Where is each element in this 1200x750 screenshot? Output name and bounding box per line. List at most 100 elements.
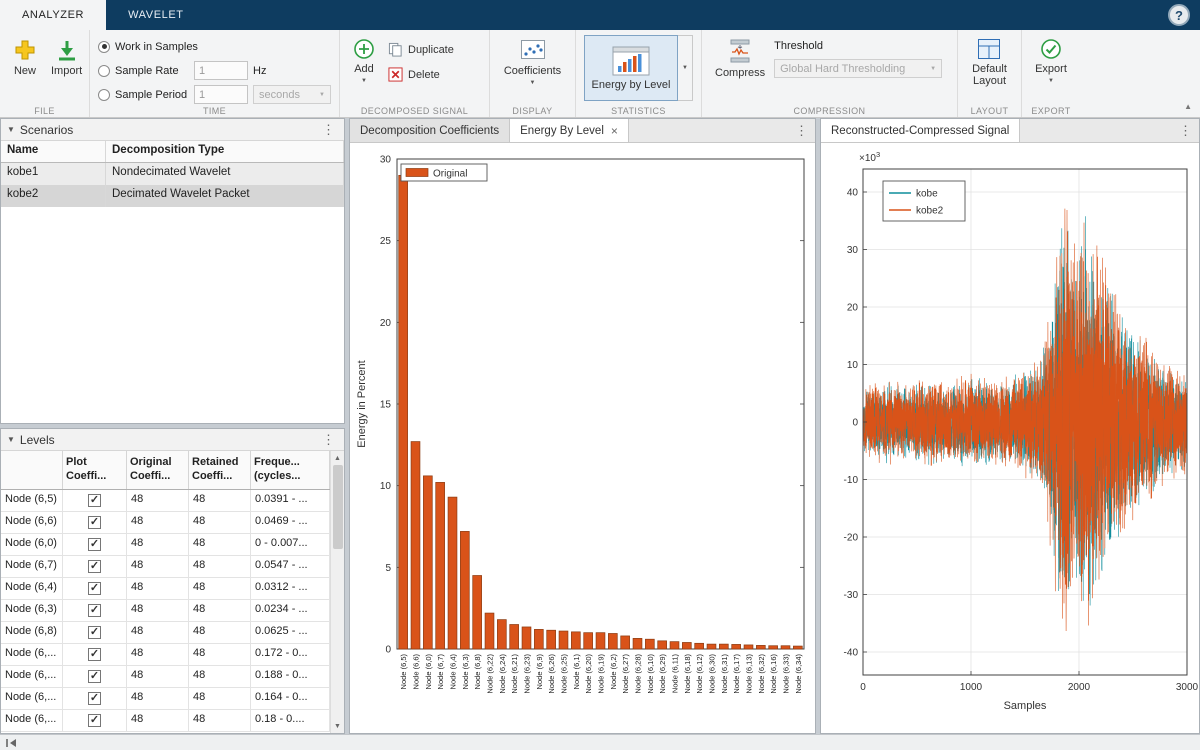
levels-row[interactable]: Node (6,...48480.172 - 0... xyxy=(1,644,330,666)
level-frequency-range: 0.0469 - ... xyxy=(251,512,330,533)
scenarios-panel-header[interactable]: ▼ Scenarios ⋮ xyxy=(1,119,344,141)
radio-sample-rate[interactable]: Sample Rate Hz xyxy=(98,61,331,80)
levels-menu-icon[interactable]: ⋮ xyxy=(319,432,338,448)
section-statistics-label: STATISTICS xyxy=(576,106,701,116)
scenario-row[interactable]: kobe1Nondecimated Wavelet xyxy=(1,163,344,185)
section-decomposed-signal: Add ▼ Duplicate Delete DECOMPOSED SIGNAL xyxy=(340,30,490,117)
collapse-chevron-icon[interactable]: ▼ xyxy=(7,435,15,444)
energy-by-level-button[interactable]: Energy by Level xyxy=(584,35,678,101)
statistics-gallery-dropdown[interactable]: ▼ xyxy=(678,35,693,101)
plot-coefficients-checkbox[interactable] xyxy=(88,538,101,551)
add-button[interactable]: Add ▼ xyxy=(348,35,380,87)
close-tab-icon[interactable]: × xyxy=(611,124,618,138)
duplicate-button[interactable]: Duplicate xyxy=(384,40,458,59)
radio-sample-period[interactable]: Sample Period seconds ▼ xyxy=(98,85,331,104)
chevron-down-icon: ▼ xyxy=(361,78,367,84)
levels-row[interactable]: Node (6,...48480.18 - 0.... xyxy=(1,710,330,732)
level-frequency-range: 0.0312 - ... xyxy=(251,578,330,599)
import-button[interactable]: Import xyxy=(46,35,87,80)
sample-period-unit-select[interactable]: seconds ▼ xyxy=(253,85,331,104)
statusbar-collapse-icon[interactable] xyxy=(5,738,18,748)
default-layout-label-line1: Default xyxy=(972,63,1007,75)
level-node-label: Node (6,8) xyxy=(1,622,63,643)
scenarios-menu-icon[interactable]: ⋮ xyxy=(319,122,338,138)
energy-by-level-document-panel: Decomposition CoefficientsEnergy By Leve… xyxy=(349,118,816,734)
level-retained-count: 48 xyxy=(189,556,251,577)
compress-button[interactable]: Compress xyxy=(710,35,770,82)
collapse-chevron-icon[interactable]: ▼ xyxy=(7,125,15,134)
export-check-icon xyxy=(1040,38,1062,60)
default-layout-button[interactable]: Default Layout xyxy=(967,35,1012,90)
levels-row[interactable]: Node (6,7)48480.0547 - ... xyxy=(1,556,330,578)
column-header-decomposition-type[interactable]: Decomposition Type xyxy=(106,141,344,162)
reconstructed-signal-chart[interactable]: 0100020003000-40-30-20-10010203040×103Sa… xyxy=(821,143,1199,733)
svg-text:Node (6,2): Node (6,2) xyxy=(609,654,618,690)
plot-coefficients-checkbox[interactable] xyxy=(88,692,101,705)
help-button[interactable]: ? xyxy=(1168,4,1190,26)
default-layout-label-line2: Layout xyxy=(973,75,1006,87)
levels-panel-header[interactable]: ▼ Levels ⋮ xyxy=(1,429,344,451)
right-doc-tab-0[interactable]: Reconstructed-Compressed Signal xyxy=(821,119,1020,142)
layout-grid-icon xyxy=(977,38,1001,60)
coefficients-button[interactable]: Coefficients ▼ xyxy=(499,35,566,89)
levels-row[interactable]: Node (6,3)48480.0234 - ... xyxy=(1,600,330,622)
levels-column-header[interactable]: OriginalCoeffi... xyxy=(127,451,189,489)
plot-coefficients-checkbox[interactable] xyxy=(88,494,101,507)
scenario-row[interactable]: kobe2Decimated Wavelet Packet xyxy=(1,185,344,207)
threshold-method-select[interactable]: Global Hard Thresholding ▼ xyxy=(774,59,942,78)
plot-coefficients-checkbox[interactable] xyxy=(88,626,101,639)
levels-row[interactable]: Node (6,0)48480 - 0.007... xyxy=(1,534,330,556)
plot-coefficients-checkbox[interactable] xyxy=(88,670,101,683)
levels-column-header[interactable]: PlotCoeffi... xyxy=(63,451,127,489)
sample-period-input[interactable] xyxy=(194,85,248,104)
levels-row[interactable]: Node (6,4)48480.0312 - ... xyxy=(1,578,330,600)
scenarios-table-header: Name Decomposition Type xyxy=(1,141,344,163)
levels-column-header[interactable] xyxy=(1,451,63,489)
section-statistics: Energy by Level ▼ STATISTICS xyxy=(576,30,702,117)
middle-doc-tab-0[interactable]: Decomposition Coefficients xyxy=(350,119,510,142)
section-export: Export ▼ EXPORT xyxy=(1022,30,1080,117)
right-doc-menu-icon[interactable]: ⋮ xyxy=(1172,119,1199,142)
plot-coefficients-checkbox[interactable] xyxy=(88,714,101,727)
plot-coefficients-checkbox[interactable] xyxy=(88,648,101,661)
plot-coefficients-checkbox[interactable] xyxy=(88,516,101,529)
scroll-down-icon[interactable]: ▼ xyxy=(334,719,341,733)
level-plot-cell xyxy=(63,534,127,555)
levels-scrollbar[interactable]: ▲ ▼ xyxy=(330,451,344,733)
svg-text:Node (6,12): Node (6,12) xyxy=(695,654,704,694)
plot-coefficients-checkbox[interactable] xyxy=(88,604,101,617)
collapse-toolstrip-icon[interactable]: ▲ xyxy=(1184,102,1192,111)
levels-row[interactable]: Node (6,5)48480.0391 - ... xyxy=(1,490,330,512)
svg-text:Node (6,17): Node (6,17) xyxy=(732,654,741,694)
new-button[interactable]: New xyxy=(8,35,42,80)
question-mark-icon: ? xyxy=(1175,8,1183,23)
scroll-up-icon[interactable]: ▲ xyxy=(334,451,341,465)
level-retained-count: 48 xyxy=(189,688,251,709)
delete-button[interactable]: Delete xyxy=(384,65,458,84)
levels-row[interactable]: Node (6,6)48480.0469 - ... xyxy=(1,512,330,534)
svg-text:Node (6,19): Node (6,19) xyxy=(597,654,606,694)
level-node-label: Node (6,... xyxy=(1,688,63,709)
levels-row[interactable]: Node (6,...48480.164 - 0... xyxy=(1,688,330,710)
scrollbar-thumb[interactable] xyxy=(333,465,343,549)
levels-column-header[interactable]: Freque...(cycles... xyxy=(251,451,330,489)
tab-analyzer[interactable]: ANALYZER xyxy=(0,0,106,30)
sample-rate-input[interactable] xyxy=(194,61,248,80)
plot-coefficients-checkbox[interactable] xyxy=(88,582,101,595)
level-node-label: Node (6,7) xyxy=(1,556,63,577)
svg-text:0: 0 xyxy=(385,645,391,656)
column-header-name[interactable]: Name xyxy=(1,141,106,162)
levels-table: PlotCoeffi...OriginalCoeffi...RetainedCo… xyxy=(1,451,330,733)
plot-coefficients-checkbox[interactable] xyxy=(88,560,101,573)
radio-work-in-samples[interactable]: Work in Samples xyxy=(98,37,331,56)
export-button[interactable]: Export ▼ xyxy=(1030,35,1072,87)
tab-wavelet[interactable]: WAVELET xyxy=(106,0,206,30)
middle-doc-menu-icon[interactable]: ⋮ xyxy=(788,119,815,142)
energy-bar-chart[interactable]: 051015202530Node (6,5)Node (6,6)Node (6,… xyxy=(350,143,815,733)
levels-row[interactable]: Node (6,...48480.188 - 0... xyxy=(1,666,330,688)
levels-row[interactable]: Node (6,8)48480.0625 - ... xyxy=(1,622,330,644)
middle-doc-tab-1[interactable]: Energy By Level× xyxy=(510,119,629,142)
levels-column-header[interactable]: RetainedCoeffi... xyxy=(189,451,251,489)
levels-table-header: PlotCoeffi...OriginalCoeffi...RetainedCo… xyxy=(1,451,330,490)
reconstructed-signal-document-panel: Reconstructed-Compressed Signal ⋮ 0100020… xyxy=(820,118,1200,734)
